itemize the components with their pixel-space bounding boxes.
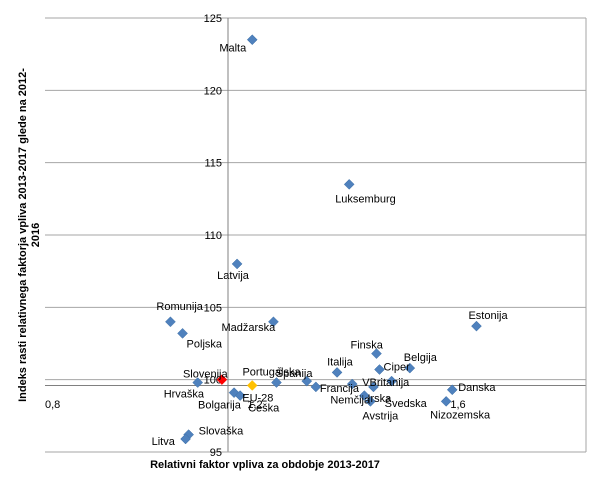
y-axis-title: Indeks rasti relativnega faktorja vpliva… — [17, 68, 42, 402]
point-estonija — [471, 320, 482, 332]
y-tick-label-110: 110 — [204, 230, 222, 242]
point-label-malta: Malta — [219, 43, 247, 55]
point-label-ciper: Ciper — [384, 362, 411, 374]
point-label-luksemburg: Luksemburg — [335, 193, 396, 205]
point-avstrija — [365, 396, 376, 407]
point-label-litva: Litva — [152, 436, 176, 448]
axes — [45, 18, 587, 453]
y-tick-label-115: 115 — [204, 158, 222, 170]
point-label--e-ka: Češka — [248, 402, 280, 415]
x-tick-label-2: 1,6 — [450, 399, 465, 411]
point-mad-arska — [268, 316, 279, 328]
point-portugalska — [271, 377, 282, 388]
point-belgija — [404, 362, 416, 374]
point-irska — [368, 381, 379, 393]
point-label-poljska: Poljska — [187, 338, 223, 350]
point-hrva-ka — [192, 377, 204, 388]
point-romunija — [165, 316, 176, 328]
point-label-italija: Italija — [327, 356, 354, 368]
tick-labels: 95 100 105 110 115 120 125 0,8 1,2 1,6 — [45, 13, 466, 459]
point-label-portugalska: Portugalska — [242, 367, 301, 379]
x-axis-title: Relativni faktor vpliva za obdobje 2013-… — [150, 459, 380, 471]
point-litva — [180, 433, 191, 445]
point-label-eu-28: EU-28 — [242, 392, 273, 404]
point-label-belgija: Belgija — [404, 352, 438, 364]
point-nizozemska — [440, 396, 452, 407]
point-label-hrva-ka: Hrvaška — [164, 389, 205, 401]
point-label-bolgarija: Bolgarija — [198, 400, 242, 412]
point-francija — [310, 381, 322, 393]
point-label-slova-ka: Slovaška — [199, 426, 245, 438]
point-slovenija — [216, 374, 228, 386]
point-malta — [246, 34, 258, 46]
point--vedska — [386, 375, 397, 387]
y-tick-label-105: 105 — [204, 302, 222, 314]
point-label-slovenija: Slovenija — [183, 369, 229, 381]
y-tick-label-100: 100 — [204, 375, 222, 387]
point-label-nem-ija: Nemčija — [330, 395, 371, 407]
point-nem-ija — [358, 390, 370, 401]
data-points — [165, 34, 482, 445]
point-label--vedska: Švedska — [385, 397, 428, 410]
point-label-francija: Francija — [320, 383, 360, 395]
point-ciper — [374, 364, 385, 375]
point--e-ka — [234, 390, 246, 401]
point-label-latvija: Latvija — [217, 270, 250, 282]
point-label-romunija: Romunija — [156, 301, 203, 313]
y-tick-label-120: 120 — [204, 85, 222, 97]
point-danska — [446, 384, 458, 396]
point-vbritanija — [346, 378, 358, 390]
point-latvija — [231, 258, 243, 270]
point-label-danska: Danska — [458, 382, 496, 394]
point-labels: Malta Luksemburg Latvija Romunija Madžarska E… — [152, 43, 509, 448]
point-italija — [331, 367, 343, 378]
point-luksemburg — [343, 179, 355, 190]
point-label-vbritanija: VBritanija — [362, 377, 410, 389]
y-tick-label-95: 95 — [210, 447, 222, 459]
point-label-estonija: Estonija — [468, 310, 508, 322]
point-label-irska: Irska — [367, 393, 392, 405]
point-poljska — [177, 328, 188, 339]
point-eu-28 — [246, 380, 258, 391]
x-tick-label-0: 0,8 — [45, 399, 60, 411]
point-finska — [371, 348, 382, 359]
point-label--panija: Španija — [276, 367, 314, 380]
y-tick-label-125: 125 — [204, 13, 222, 25]
x-tick-label-1: 1,2 — [247, 399, 262, 411]
point-label-mad-arska: Madžarska — [221, 322, 276, 334]
point-label-nizozemska: Nizozemska — [430, 409, 491, 421]
point-label-finska: Finska — [350, 340, 383, 352]
point--panija — [301, 375, 313, 387]
gridlines — [45, 17, 586, 381]
point-label-avstrija: Avstrija — [362, 410, 399, 422]
